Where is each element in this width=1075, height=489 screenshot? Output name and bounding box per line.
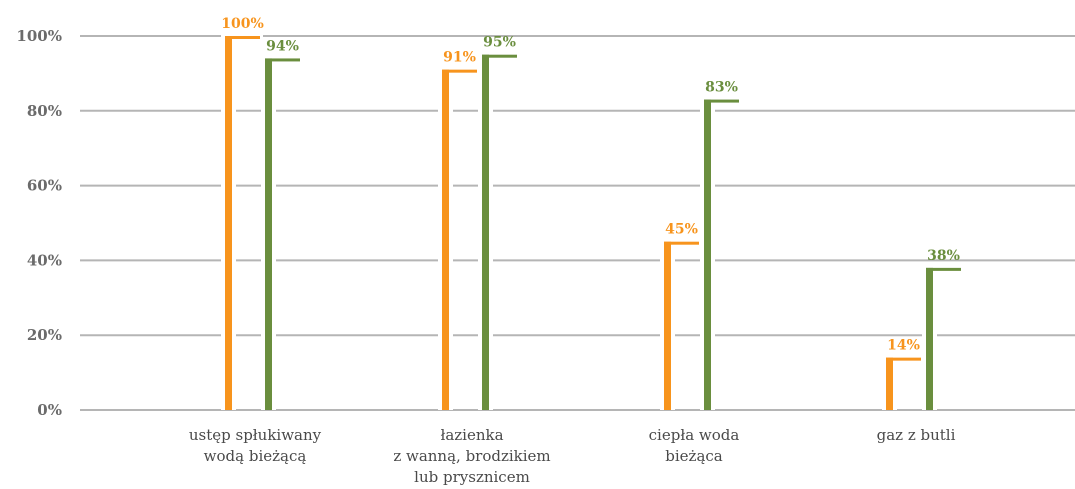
y-tick-label: 20% xyxy=(27,326,62,344)
bar xyxy=(926,267,933,410)
data-label: 14% xyxy=(887,338,920,354)
data-label: 45% xyxy=(665,222,698,238)
y-tick-label: 40% xyxy=(27,251,62,269)
bar-cap xyxy=(225,36,260,39)
y-tick-label: 100% xyxy=(16,27,62,45)
bar-cap xyxy=(664,241,699,245)
data-label: 95% xyxy=(483,35,516,51)
category-label: ustęp spłukiwany xyxy=(189,426,322,444)
data-label: 100% xyxy=(221,16,264,32)
category-label: gaz z butli xyxy=(877,426,956,444)
data-label: 91% xyxy=(443,50,476,66)
y-tick-label: 60% xyxy=(27,177,62,195)
data-label: 38% xyxy=(927,248,960,264)
data-label: 94% xyxy=(266,38,299,54)
bar xyxy=(442,69,449,410)
bar xyxy=(225,36,232,410)
bar-cap xyxy=(926,267,961,271)
bar-cap xyxy=(704,99,739,103)
bar-cap xyxy=(482,54,517,58)
bar-cap xyxy=(265,58,300,62)
data-label: 83% xyxy=(705,80,738,96)
category-label: lub prysznicem xyxy=(414,468,530,486)
category-label: ciepła woda xyxy=(649,426,740,444)
bar xyxy=(265,58,272,410)
category-label: wodą bieżącą xyxy=(204,447,307,465)
category-label: bieżąca xyxy=(665,447,723,465)
y-tick-label: 0% xyxy=(37,401,62,419)
bar-cap xyxy=(442,69,477,73)
category-label: z wanną, brodzikiem xyxy=(393,447,550,465)
category-label: łazienka xyxy=(440,426,503,444)
bar xyxy=(886,357,893,410)
y-tick-label: 80% xyxy=(27,102,62,120)
bar xyxy=(704,99,711,410)
bar-cap xyxy=(886,357,921,361)
bar xyxy=(664,241,671,410)
bar xyxy=(482,54,489,410)
